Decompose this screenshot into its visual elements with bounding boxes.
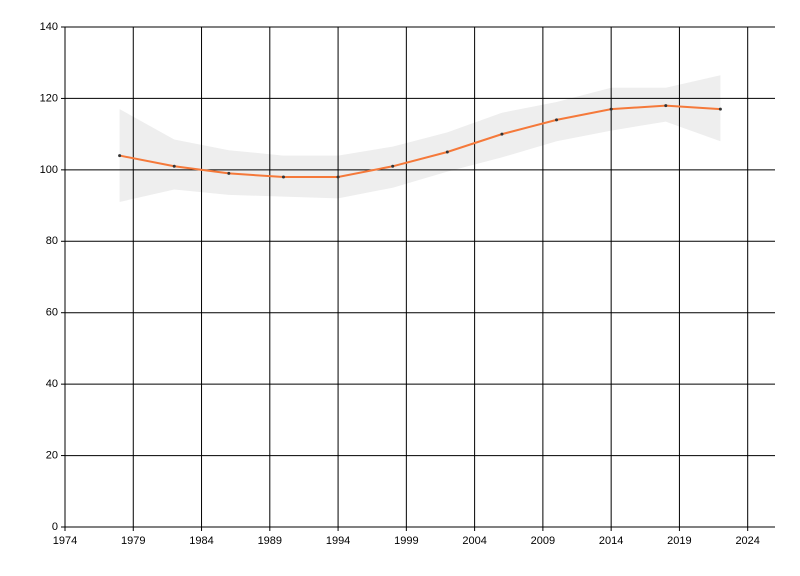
confidence-band	[119, 75, 721, 202]
y-tick-label: 80	[46, 235, 58, 247]
y-tick-label: 0	[52, 521, 58, 533]
x-tick-label: 2004	[462, 535, 486, 547]
data-point	[391, 164, 395, 168]
x-tick-label: 1989	[258, 535, 282, 547]
data-point	[609, 107, 613, 111]
y-tick-label: 20	[46, 449, 58, 461]
x-tick-label: 2019	[667, 535, 691, 547]
data-point	[445, 150, 449, 154]
x-tick-label: 2009	[531, 535, 555, 547]
data-point	[172, 164, 176, 168]
series-line	[119, 104, 721, 178]
y-tick-label: 100	[40, 164, 58, 176]
data-point	[336, 175, 340, 179]
x-tick-label: 2024	[735, 535, 759, 547]
data-point	[118, 154, 122, 158]
y-tick-label: 40	[46, 378, 58, 390]
x-tick-label: 1979	[121, 535, 145, 547]
data-point	[281, 175, 285, 179]
x-tick-label: 1974	[53, 535, 77, 547]
data-point	[500, 132, 504, 136]
x-tick-label: 1984	[189, 535, 213, 547]
y-tick-label: 60	[46, 307, 58, 319]
data-point	[664, 104, 668, 108]
x-tick-label: 1994	[326, 535, 350, 547]
x-tick-label: 1999	[394, 535, 418, 547]
y-tick-label: 140	[40, 21, 58, 33]
data-point	[555, 118, 559, 122]
data-point	[718, 107, 722, 111]
data-point	[227, 171, 231, 175]
y-tick-label: 120	[40, 92, 58, 104]
x-tick-label: 2014	[599, 535, 623, 547]
